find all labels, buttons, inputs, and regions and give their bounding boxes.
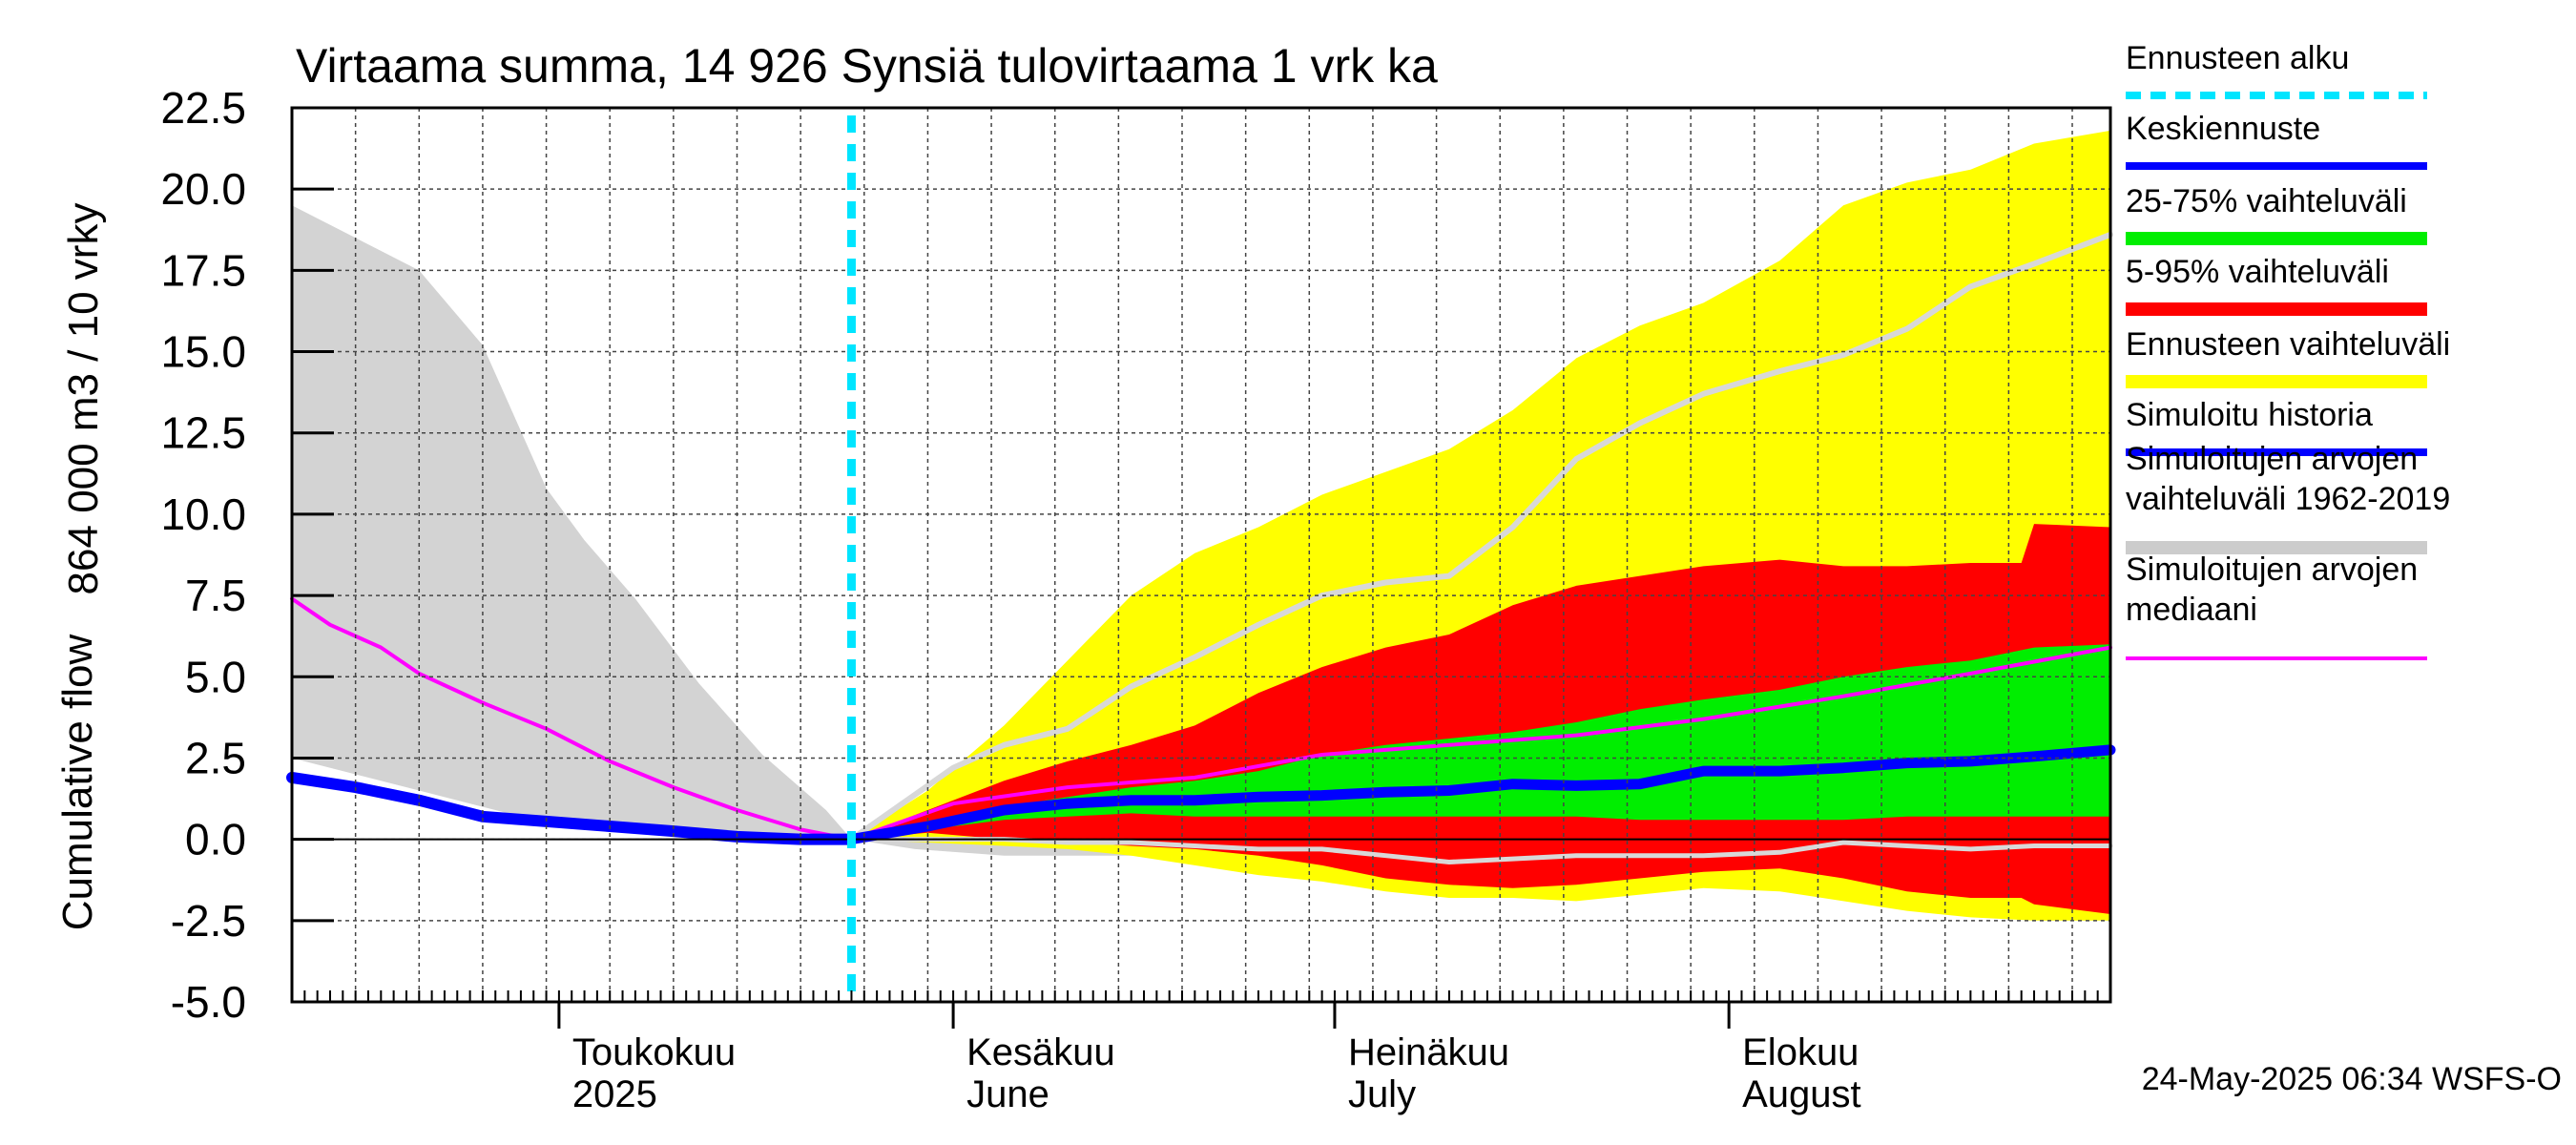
x-month-label: Kesäkuu bbox=[966, 1031, 1115, 1073]
y-tick-label: 2.5 bbox=[185, 733, 246, 782]
simulated-history-line bbox=[286, 771, 858, 845]
legend-label: 25-75% vaihteluväli bbox=[2126, 183, 2407, 219]
y-tick-label: -5.0 bbox=[171, 977, 246, 1027]
y-tick-label: 0.0 bbox=[185, 815, 246, 864]
forecast-upper-light-line bbox=[848, 231, 2113, 843]
y-axis-label-units: 864 000 m3 / 10 vrky bbox=[60, 203, 107, 595]
y-tick-label: 20.0 bbox=[160, 164, 246, 214]
y-tick-label: 12.5 bbox=[160, 408, 246, 458]
legend-label: Simuloitu historia bbox=[2126, 397, 2373, 433]
legend-label: 5-95% vaihteluväli bbox=[2126, 254, 2389, 290]
chart-lines bbox=[286, 231, 2116, 864]
y-tick-label: 22.5 bbox=[160, 83, 246, 133]
y-tick-label: 10.0 bbox=[160, 489, 246, 539]
footer-timestamp: 24-May-2025 06:34 WSFS-O bbox=[2142, 1061, 2562, 1097]
legend: Ennusteen alku Keskiennuste 25-75% vaihtel… bbox=[2126, 40, 2450, 660]
chart-title: Virtaama summa, 14 926 Synsiä tulovirtaa… bbox=[296, 39, 1438, 93]
legend-label: mediaani bbox=[2126, 592, 2257, 628]
legend-label: Simuloitujen arvojen bbox=[2126, 552, 2418, 588]
y-tick-label: -2.5 bbox=[171, 896, 246, 946]
y-tick-label: 15.0 bbox=[160, 327, 246, 377]
x-month-label: Elokuu bbox=[1742, 1031, 1859, 1073]
chart-axes: 22.5 20.0 17.5 15.0 12.5 10.0 7.5 5.0 2.5 0.0 -2.5… bbox=[160, 83, 2112, 1115]
plot-frame bbox=[290, 106, 2112, 1004]
legend-label: Ennusteen alku bbox=[2126, 40, 2349, 76]
x-month-sublabel: August bbox=[1742, 1073, 1861, 1115]
x-month-sublabel: June bbox=[966, 1073, 1049, 1115]
historical-range-band bbox=[292, 205, 1310, 865]
y-tick-label: 5.0 bbox=[185, 652, 246, 701]
x-month-sublabel: 2025 bbox=[572, 1073, 657, 1115]
y-tick-label: 7.5 bbox=[185, 571, 246, 620]
y-tick-label: 17.5 bbox=[160, 245, 246, 295]
chart-grid bbox=[292, 108, 2110, 1002]
mean-forecast-line bbox=[846, 744, 2116, 845]
y-axis-label-cumulative: Cumulative flow bbox=[54, 635, 101, 931]
forecast-lower-light-line bbox=[849, 837, 2113, 864]
x-month-label: Toukokuu bbox=[572, 1031, 736, 1073]
x-month-label: Heinäkuu bbox=[1348, 1031, 1509, 1073]
legend-label: Keskiennuste bbox=[2126, 111, 2320, 147]
legend-label: Ennusteen vaihteluväli bbox=[2126, 326, 2450, 363]
legend-label: Simuloitujen arvojen bbox=[2126, 441, 2418, 477]
legend-label: vaihteluväli 1962-2019 bbox=[2126, 481, 2450, 517]
x-month-sublabel: July bbox=[1348, 1073, 1416, 1115]
